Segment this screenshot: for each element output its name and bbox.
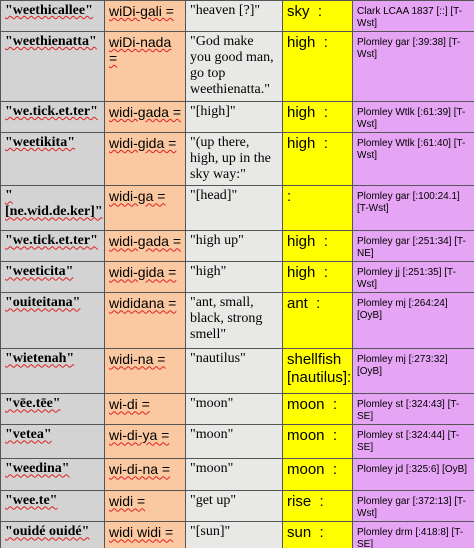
meaning: : bbox=[282, 185, 353, 232]
table-row: "ouiteitana" wididana = "ant, small, black… bbox=[0, 292, 474, 350]
reconstruction: wididana = bbox=[104, 292, 186, 350]
gloss: "ant, small, black, strong smell" bbox=[185, 292, 283, 350]
table-row: "we.tick.et.ter" widi-gada = "high up" high… bbox=[0, 230, 474, 263]
gloss: "God make you good man, go top weethiena… bbox=[185, 31, 283, 102]
reconstruction: widi-gada = bbox=[104, 101, 186, 133]
source-word: "ouiteitana" bbox=[0, 292, 105, 350]
gloss: "high" bbox=[185, 261, 283, 294]
meaning: sky : bbox=[282, 0, 353, 32]
source-word: "wietenah" bbox=[0, 348, 105, 395]
reference: Plomley gar [:251:34] [T-NE] bbox=[352, 230, 474, 263]
source-word: "weethicallee" bbox=[0, 0, 105, 32]
reconstruction: widi-ga = bbox=[104, 185, 186, 232]
source-word: "weedina" bbox=[0, 458, 105, 492]
reference: Plomley Wtlk [:61:40] [T-Wst] bbox=[352, 131, 474, 187]
meaning: rise : bbox=[282, 490, 353, 523]
table-row: "vēe.tēe" wi-di = "moon" moon : Plomley st [… bbox=[0, 393, 474, 426]
reconstruction: widi widi = bbox=[104, 521, 186, 548]
table-row: "ouidé ouidé" widi widi = "[sun]" sun : Plom… bbox=[0, 521, 474, 548]
reference: Plomley gar [:372:13] [T-Wst] bbox=[352, 490, 474, 523]
reconstruction: widi-gada = bbox=[104, 230, 186, 263]
source-word: "we.tick.et.ter" bbox=[0, 230, 105, 263]
reference: Plomley st [:324:43] [T-SE] bbox=[352, 393, 474, 426]
reference: Plomley st [:324:44] [T-SE] bbox=[352, 424, 474, 460]
source-word: "weeticita" bbox=[0, 261, 105, 294]
source-word: "wee.te" bbox=[0, 490, 105, 523]
meaning: ant : bbox=[282, 292, 353, 350]
source-word: "weetikita" bbox=[0, 131, 105, 187]
gloss: "(up there, high, up in the sky way:" bbox=[185, 131, 283, 187]
source-word: "vēe.tēe" bbox=[0, 393, 105, 426]
gloss: "nautilus" bbox=[185, 348, 283, 395]
reference: Plomley drm [:418:8] [T-SE] bbox=[352, 521, 474, 548]
meaning: moon : bbox=[282, 393, 353, 426]
gloss: "moon" bbox=[185, 393, 283, 426]
reconstruction: widi-gida = bbox=[104, 131, 186, 187]
gloss: "moon" bbox=[185, 424, 283, 460]
reconstruction: widi-gida = bbox=[104, 261, 186, 294]
reconstruction: widi = bbox=[104, 490, 186, 523]
reconstruction: wiDi-nada = bbox=[104, 31, 186, 102]
reference: Plomley mj [:264:24] [OyB] bbox=[352, 292, 474, 350]
table-row: "[ne.wid.de.ker]" widi-ga = "[head]": Ploml… bbox=[0, 185, 474, 232]
gloss: "get up" bbox=[185, 490, 283, 523]
source-word: "we.tick.et.ter" bbox=[0, 101, 105, 133]
gloss: "high up" bbox=[185, 230, 283, 263]
table-row: "weeticita" widi-gida = "high" high : Plomle… bbox=[0, 261, 474, 294]
gloss: "[head]" bbox=[185, 185, 283, 232]
reconstruction: wi-di = bbox=[104, 393, 186, 426]
reference: Plomley mj [:273:32] [OyB] bbox=[352, 348, 474, 395]
table-row: "weetikita" widi-gida = "(up there, high, … bbox=[0, 131, 474, 187]
reconstruction: widi-na = bbox=[104, 348, 186, 395]
meaning: sun : bbox=[282, 521, 353, 548]
meaning: high : bbox=[282, 131, 353, 187]
table-row: "wee.te" widi = "get up" rise : Plomley gar … bbox=[0, 490, 474, 523]
table-row: "weethicallee" wiDi-gali = "heaven [?]" sky… bbox=[0, 0, 474, 32]
source-word: "vetea" bbox=[0, 424, 105, 460]
meaning: high : bbox=[282, 31, 353, 102]
table-row: "vetea" wi-di-ya = "moon" moon : Plomley st … bbox=[0, 424, 474, 460]
source-word: "ouidé ouidé" bbox=[0, 521, 105, 548]
reconstruction: wi-di-na = bbox=[104, 458, 186, 492]
meaning: moon : bbox=[282, 458, 353, 492]
reference: Clark LCAA 1837 [::] [T-Wst] bbox=[352, 0, 474, 32]
gloss: "moon" bbox=[185, 458, 283, 492]
reference: Plomley gar [:39:38] [T-Wst] bbox=[352, 31, 474, 102]
meaning: shellfish [nautilus]: bbox=[282, 348, 353, 395]
table-row: "weedina" wi-di-na = "moon" moon : Plomley j… bbox=[0, 458, 474, 492]
gloss: "[sun]" bbox=[185, 521, 283, 548]
reference: Plomley jj [:251:35] [T-Wst] bbox=[352, 261, 474, 294]
reconstruction: wiDi-gali = bbox=[104, 0, 186, 32]
reference: Plomley Wtlk [:61:39] [T-Wst] bbox=[352, 101, 474, 133]
meaning: high : bbox=[282, 101, 353, 133]
gloss: "[high]" bbox=[185, 101, 283, 133]
meaning: moon : bbox=[282, 424, 353, 460]
table-row: "we.tick.et.ter" widi-gada = "[high]" high … bbox=[0, 101, 474, 133]
source-word: "[ne.wid.de.ker]" bbox=[0, 185, 105, 232]
gloss: "heaven [?]" bbox=[185, 0, 283, 32]
table-row: "weethienatta" wiDi-nada = "God make you g… bbox=[0, 31, 474, 102]
source-word: "weethienatta" bbox=[0, 31, 105, 102]
meaning: high : bbox=[282, 261, 353, 294]
reconstruction: wi-di-ya = bbox=[104, 424, 186, 460]
table-row: "wietenah" widi-na = "nautilus" shellfish [… bbox=[0, 348, 474, 395]
reference: Plomley jd [:325:6] [OyB] bbox=[352, 458, 474, 492]
reference: Plomley gar [:100:24.1] [T-Wst] bbox=[352, 185, 474, 232]
meaning: high : bbox=[282, 230, 353, 263]
